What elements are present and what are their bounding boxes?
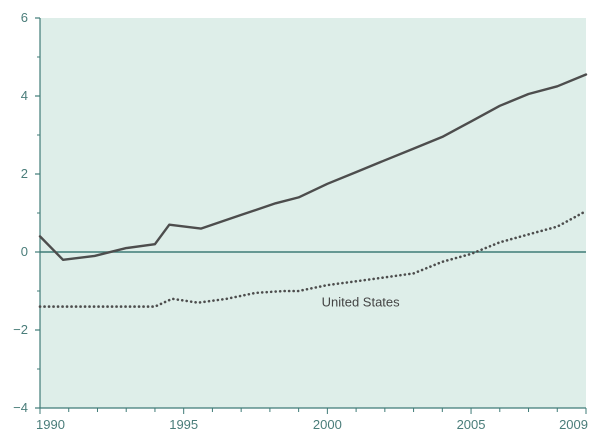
united-states-series-line	[38, 209, 588, 308]
plot-background	[40, 18, 586, 408]
series-label-united-states: United States	[322, 295, 401, 310]
y-tick-label: 4	[21, 88, 28, 103]
x-tick-label: 2000	[313, 417, 342, 432]
y-tick-label: −4	[13, 400, 28, 415]
series-line	[38, 73, 588, 261]
x-tick-label: 2009	[559, 417, 588, 432]
y-tick-label: −2	[13, 322, 28, 337]
y-tick-label: 2	[21, 166, 28, 181]
x-tick-label: 1990	[36, 417, 65, 432]
y-tick-label: 6	[21, 10, 28, 25]
x-tick-label: 1995	[169, 417, 198, 432]
y-tick-label: 0	[21, 244, 28, 259]
x-tick-label: 2005	[457, 417, 486, 432]
